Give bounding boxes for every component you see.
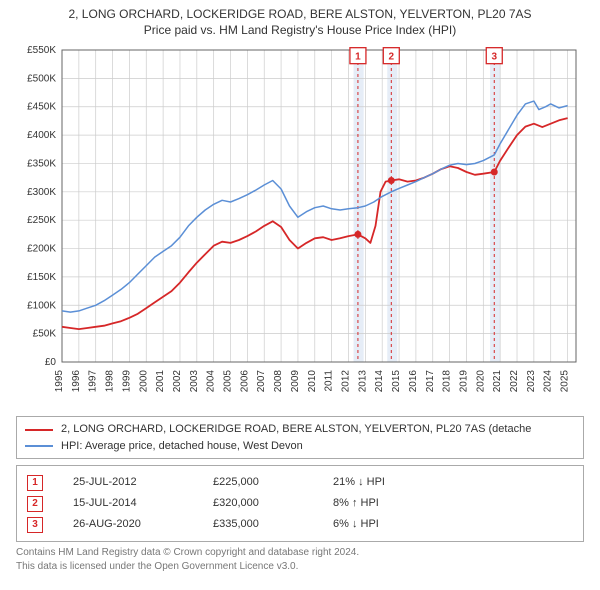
event-row: 1 25-JUL-2012 £225,000 21% ↓ HPI (27, 472, 573, 493)
footer-line-2: This data is licensed under the Open Gov… (16, 560, 584, 574)
svg-text:£300K: £300K (27, 187, 56, 198)
svg-text:2007: 2007 (256, 370, 267, 393)
svg-text:2008: 2008 (273, 370, 284, 393)
svg-text:2016: 2016 (408, 370, 419, 393)
svg-text:£400K: £400K (27, 130, 56, 141)
legend-item-price-paid: 2, LONG ORCHARD, LOCKERIDGE ROAD, BERE A… (25, 421, 575, 438)
footer-line-1: Contains HM Land Registry data © Crown c… (16, 546, 584, 560)
event-delta: 6% ↓ HPI (333, 514, 379, 535)
svg-text:2012: 2012 (340, 370, 351, 393)
legend-swatch-hpi (25, 445, 53, 447)
svg-text:2023: 2023 (526, 370, 537, 393)
svg-text:£350K: £350K (27, 159, 56, 170)
svg-text:1999: 1999 (121, 370, 132, 393)
title-line-2: Price paid vs. HM Land Registry's House … (10, 22, 590, 38)
event-row: 3 26-AUG-2020 £335,000 6% ↓ HPI (27, 514, 573, 535)
svg-text:£200K: £200K (27, 244, 56, 255)
svg-text:2025: 2025 (560, 370, 571, 393)
legend: 2, LONG ORCHARD, LOCKERIDGE ROAD, BERE A… (16, 416, 584, 459)
event-price: £225,000 (213, 472, 303, 493)
svg-text:£450K: £450K (27, 102, 56, 113)
event-delta: 21% ↓ HPI (333, 472, 385, 493)
svg-text:2020: 2020 (475, 370, 486, 393)
svg-text:2010: 2010 (307, 370, 318, 393)
svg-text:2: 2 (389, 52, 395, 63)
events-table: 1 25-JUL-2012 £225,000 21% ↓ HPI 2 15-JU… (16, 465, 584, 542)
svg-text:1997: 1997 (88, 370, 99, 393)
event-date: 25-JUL-2012 (73, 472, 183, 493)
svg-text:2004: 2004 (206, 370, 217, 393)
svg-text:2015: 2015 (391, 370, 402, 393)
svg-text:2022: 2022 (509, 370, 520, 393)
svg-text:2002: 2002 (172, 370, 183, 393)
event-badge: 1 (27, 475, 43, 491)
event-badge: 2 (27, 496, 43, 512)
svg-text:2009: 2009 (290, 370, 301, 393)
event-price: £335,000 (213, 514, 303, 535)
svg-text:£550K: £550K (27, 45, 56, 56)
svg-text:2024: 2024 (543, 370, 554, 393)
legend-label: HPI: Average price, detached house, West… (61, 438, 303, 455)
svg-text:£0: £0 (45, 357, 57, 368)
svg-text:2006: 2006 (239, 370, 250, 393)
svg-text:2017: 2017 (425, 370, 436, 393)
svg-text:2021: 2021 (492, 370, 503, 393)
svg-text:£100K: £100K (27, 301, 56, 312)
event-row: 2 15-JUL-2014 £320,000 8% ↑ HPI (27, 493, 573, 514)
legend-item-hpi: HPI: Average price, detached house, West… (25, 438, 575, 455)
svg-text:2005: 2005 (223, 370, 234, 393)
title-line-1: 2, LONG ORCHARD, LOCKERIDGE ROAD, BERE A… (10, 6, 590, 22)
svg-text:2018: 2018 (442, 370, 453, 393)
svg-text:£500K: £500K (27, 74, 56, 85)
svg-text:2000: 2000 (138, 370, 149, 393)
event-delta: 8% ↑ HPI (333, 493, 379, 514)
event-date: 26-AUG-2020 (73, 514, 183, 535)
svg-text:3: 3 (491, 52, 497, 63)
legend-swatch-price-paid (25, 429, 53, 431)
svg-text:1995: 1995 (54, 370, 65, 393)
svg-text:2011: 2011 (324, 370, 335, 392)
event-price: £320,000 (213, 493, 303, 514)
svg-text:2013: 2013 (357, 370, 368, 393)
legend-label: 2, LONG ORCHARD, LOCKERIDGE ROAD, BERE A… (61, 421, 531, 438)
chart-svg: £0 £50K £100K £150K £200K £250K £300K £350K £400… (10, 40, 590, 410)
svg-text:£50K: £50K (33, 329, 57, 340)
svg-text:1: 1 (355, 52, 361, 63)
svg-text:2003: 2003 (189, 370, 200, 393)
price-chart: £0 £50K £100K £150K £200K £250K £300K £350K £400… (10, 40, 590, 410)
svg-text:£250K: £250K (27, 216, 56, 227)
svg-text:1998: 1998 (105, 370, 116, 393)
svg-text:£150K: £150K (27, 272, 56, 283)
svg-text:2014: 2014 (374, 370, 385, 393)
svg-text:2001: 2001 (155, 370, 166, 393)
event-date: 15-JUL-2014 (73, 493, 183, 514)
footer-attribution: Contains HM Land Registry data © Crown c… (16, 546, 584, 573)
chart-title-block: 2, LONG ORCHARD, LOCKERIDGE ROAD, BERE A… (0, 0, 600, 40)
svg-text:1996: 1996 (71, 370, 82, 393)
event-badge: 3 (27, 517, 43, 533)
svg-text:2019: 2019 (458, 370, 469, 393)
